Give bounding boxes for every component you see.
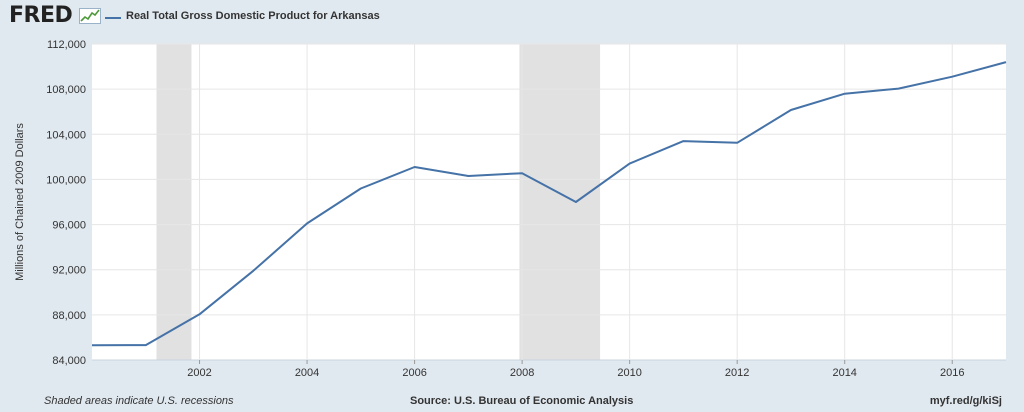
footer-short-url[interactable]: myf.red/g/kiSj [929, 395, 1002, 407]
x-tick-label: 2010 [617, 367, 641, 379]
chart-trend-icon [79, 8, 101, 24]
x-tick-label: 2008 [510, 367, 534, 379]
recession-band-1 [519, 44, 601, 360]
y-tick-label: 92,000 [52, 265, 86, 277]
y-axis-ticks: 84,000 88,000 92,000 96,000 100,000 104,000 10… [46, 39, 86, 367]
legend-label[interactable]: Real Total Gross Domestic Product for Ar… [126, 10, 380, 22]
y-tick-label: 96,000 [52, 220, 86, 232]
series-line [91, 61, 1007, 347]
gridlines [92, 43, 1006, 361]
x-tick-label: 2012 [725, 367, 749, 379]
y-tick-label: 100,000 [46, 174, 86, 186]
y-axis-label: Millions of Chained 2009 Dollars [14, 123, 26, 281]
x-tick-label: 2004 [295, 367, 319, 379]
y-tick-label: 104,000 [46, 129, 86, 141]
x-tick-label: 2006 [402, 367, 426, 379]
legend-swatch [105, 17, 121, 19]
y-tick-label: 108,000 [46, 84, 86, 96]
footer-recession-note: Shaded areas indicate U.S. recessions [44, 395, 234, 407]
line-chart: 84,000 88,000 92,000 96,000 100,000 104,000 10… [14, 39, 1007, 379]
x-tick-label: 2002 [187, 367, 211, 379]
recession-band-0 [156, 44, 192, 360]
y-tick-label: 84,000 [52, 355, 86, 367]
fred-logo[interactable]: FRED [9, 3, 73, 28]
chart-header: FRED Real Total Gross Domestic Product f… [0, 0, 1024, 34]
recession-shading [156, 44, 601, 360]
x-tick-label: 2016 [940, 367, 964, 379]
y-tick-label: 112,000 [47, 39, 86, 51]
footer-source[interactable]: Source: U.S. Bureau of Economic Analysis [410, 395, 634, 407]
x-tick-label: 2014 [832, 367, 856, 379]
y-tick-label: 88,000 [52, 310, 86, 322]
x-axis-ticks: 2002 2004 2006 2008 2010 2012 2014 2016 [187, 360, 964, 379]
